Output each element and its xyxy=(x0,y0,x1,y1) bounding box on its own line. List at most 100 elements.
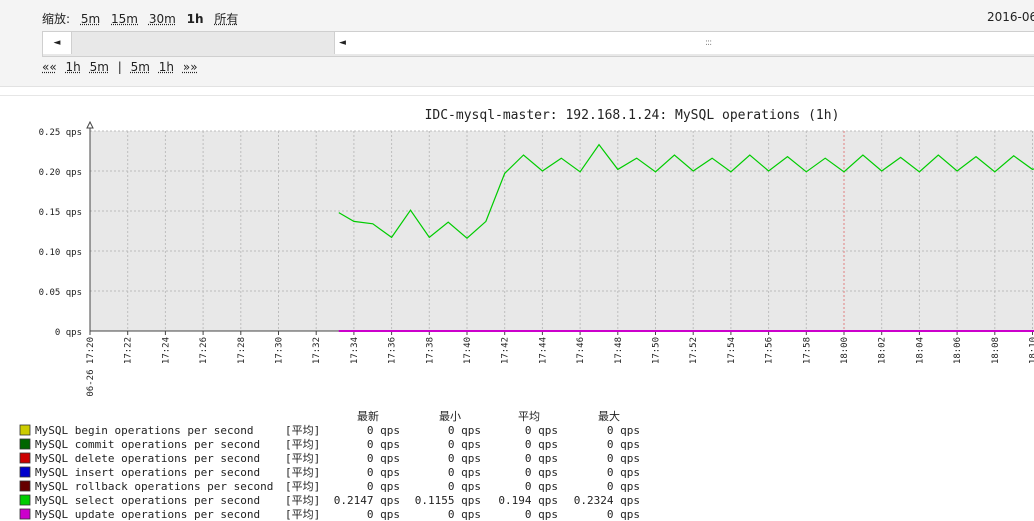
legend-item-func: [平均] xyxy=(285,508,320,521)
legend-value-min: 0 qps xyxy=(448,466,481,479)
legend-value-avg: 0 qps xyxy=(525,466,558,479)
legend-value-last: 0.2147 qps xyxy=(334,494,400,507)
x-tick-label: 17:56 xyxy=(765,337,775,364)
legend-value-avg: 0 qps xyxy=(525,480,558,493)
period-start-date: 2016-06- xyxy=(987,10,1034,24)
period-navigation: «« 1h 5m | 5m 1h »» xyxy=(42,60,203,74)
x-tick-label: 06-26 17:20 xyxy=(86,337,96,397)
legend-swatch xyxy=(19,480,31,492)
series-line xyxy=(338,143,1034,239)
legend-header-last: 最新 xyxy=(357,409,379,423)
x-tick-label: 17:54 xyxy=(727,337,737,364)
x-tick-label: 17:30 xyxy=(275,337,285,364)
legend-value-avg: 0 qps xyxy=(525,508,558,521)
x-tick-label: 17:32 xyxy=(312,337,322,364)
legend-value-max: 0 qps xyxy=(607,438,640,451)
scroll-thumb[interactable]: ◄ ::: xyxy=(334,32,1034,54)
x-tick-label: 17:26 xyxy=(199,337,209,364)
legend-item-name: MySQL insert operations per second xyxy=(35,466,260,479)
legend-value-avg: 0 qps xyxy=(525,424,558,437)
legend-item-name: MySQL commit operations per second xyxy=(35,438,260,451)
legend-item-name: MySQL begin operations per second xyxy=(35,424,254,437)
legend-item-name: MySQL delete operations per second xyxy=(35,452,260,465)
y-axis-arrow-icon xyxy=(86,120,94,129)
x-tick-label: 17:46 xyxy=(576,337,586,364)
zoom-label: 缩放: xyxy=(42,12,71,26)
zoom-1h-active[interactable]: 1h xyxy=(186,12,204,26)
x-tick-label: 18:04 xyxy=(915,337,925,364)
x-tick-label: 18:02 xyxy=(878,337,888,364)
legend-swatch xyxy=(19,452,31,464)
x-axis: 06-26 17:20 17:22 17:24 17:26 17:28 17:30 17:3… xyxy=(86,330,1034,397)
grip-icon[interactable]: ::: xyxy=(705,38,712,48)
nav-back-5m-link[interactable]: 5m xyxy=(89,60,109,74)
legend-table: 最新 最小 平均 最大 MySQL begin operations per secon… xyxy=(19,409,640,521)
legend-value-min: 0 qps xyxy=(448,452,481,465)
legend-item-func: [平均] xyxy=(285,438,320,451)
x-tick-label: 17:24 xyxy=(161,337,171,364)
zoom-15m-link[interactable]: 15m xyxy=(111,12,138,26)
y-tick-label: 0.20 qps xyxy=(39,168,82,178)
y-tick-label: 0 qps xyxy=(55,328,82,338)
x-tick-label: 17:22 xyxy=(124,337,134,364)
legend-value-last: 0 qps xyxy=(367,480,400,493)
x-tick-label: 18:10 xyxy=(1029,337,1034,364)
legend-item-name: MySQL update operations per second xyxy=(35,508,260,521)
x-tick-label: 17:44 xyxy=(538,337,548,364)
x-tick-label: 17:58 xyxy=(802,337,812,364)
legend-item-func: [平均] xyxy=(285,480,320,493)
legend-value-last: 0 qps xyxy=(367,508,400,521)
legend-header-max: 最大 xyxy=(598,409,620,423)
y-tick-label: 0.10 qps xyxy=(39,248,82,258)
legend-value-min: 0 qps xyxy=(448,480,481,493)
legend-swatch xyxy=(19,438,31,450)
legend-value-avg: 0 qps xyxy=(525,452,558,465)
zoom-5m-link[interactable]: 5m xyxy=(80,12,101,26)
nav-prev-link[interactable]: «« xyxy=(42,60,57,74)
legend-value-last: 0 qps xyxy=(367,424,400,437)
nav-fwd-1h-link[interactable]: 1h xyxy=(158,60,175,74)
x-tick-label: 17:36 xyxy=(388,337,398,364)
grid-lines xyxy=(89,130,1034,331)
zoom-30m-link[interactable]: 30m xyxy=(148,12,176,26)
x-tick-label: 18:08 xyxy=(991,337,1001,364)
legend-value-max: 0.2324 qps xyxy=(574,494,640,507)
y-tick-label: 0.15 qps xyxy=(39,208,82,218)
legend-item-func: [平均] xyxy=(285,424,320,437)
legend-header-min: 最小 xyxy=(439,410,461,423)
scroll-left-button[interactable]: ◄ xyxy=(43,32,72,54)
legend-value-last: 0 qps xyxy=(367,438,400,451)
zoom-all-link[interactable]: 所有 xyxy=(214,12,239,26)
nav-fwd-5m-link[interactable]: 5m xyxy=(130,60,150,74)
x-tick-label: 17:42 xyxy=(501,337,511,364)
mysql-operations-graph: IDC-mysql-master: 192.168.1.24: MySQL op… xyxy=(19,108,1034,521)
legend-value-max: 0 qps xyxy=(607,466,640,479)
nav-back-1h-link[interactable]: 1h xyxy=(65,60,81,74)
legend-swatch xyxy=(19,508,31,520)
panel-divider xyxy=(0,95,1034,96)
x-tick-label: 18:06 xyxy=(953,337,963,364)
legend-value-last: 0 qps xyxy=(367,466,400,479)
x-tick-label: 17:34 xyxy=(350,337,360,364)
legend-value-max: 0 qps xyxy=(607,480,640,493)
x-tick-label: 17:52 xyxy=(689,337,699,364)
plot-area xyxy=(90,131,1034,331)
thumb-left-arrow-icon[interactable]: ◄ xyxy=(339,38,346,48)
legend-swatch xyxy=(19,494,31,506)
x-tick-label: 17:38 xyxy=(425,337,435,364)
nav-next-link[interactable]: »» xyxy=(182,60,198,74)
x-tick-label: 18:00 xyxy=(840,337,850,364)
legend-value-max: 0 qps xyxy=(607,424,640,437)
legend-item-func: [平均] xyxy=(285,452,320,465)
legend-value-last: 0 qps xyxy=(367,452,400,465)
y-tick-label: 0.25 qps xyxy=(39,128,82,138)
legend-value-min: 0 qps xyxy=(448,438,481,451)
legend-value-min: 0.1155 qps xyxy=(415,494,481,507)
zoom-controls: 缩放: 5m 15m 30m 1h 所有 xyxy=(42,10,245,27)
period-scrollbar[interactable]: ◄ ◄ ::: xyxy=(42,31,1034,57)
legend-value-max: 0 qps xyxy=(607,452,640,465)
nav-separator: | xyxy=(117,60,122,74)
x-tick-label: 17:48 xyxy=(614,337,624,364)
legend-value-avg: 0 qps xyxy=(525,438,558,451)
legend-item-name: MySQL select operations per second xyxy=(35,494,260,507)
